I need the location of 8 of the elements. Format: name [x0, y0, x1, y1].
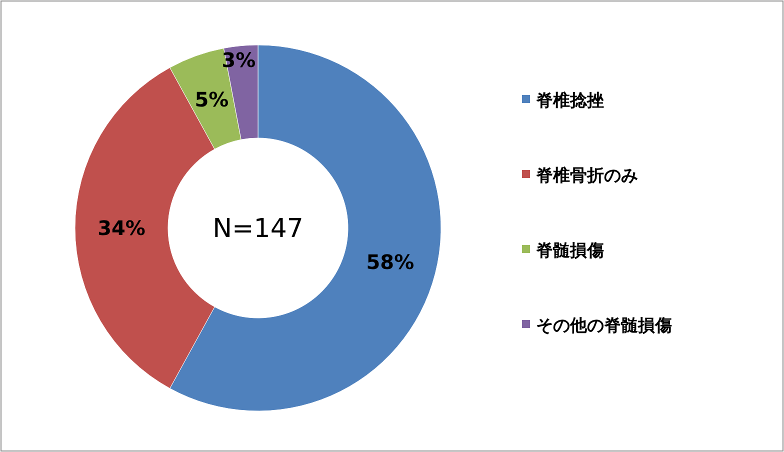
- legend-label: 脊椎骨折のみ: [536, 166, 638, 185]
- legend-label: 脊椎捻挫: [536, 91, 604, 110]
- data-label: 58%: [366, 250, 414, 274]
- legend-label: 脊髄損傷: [536, 241, 604, 260]
- data-label: 5%: [194, 88, 229, 112]
- data-label: 34%: [98, 216, 146, 240]
- legend-label: その他の脊髄損傷: [536, 316, 672, 335]
- text: N=147: [212, 214, 304, 244]
